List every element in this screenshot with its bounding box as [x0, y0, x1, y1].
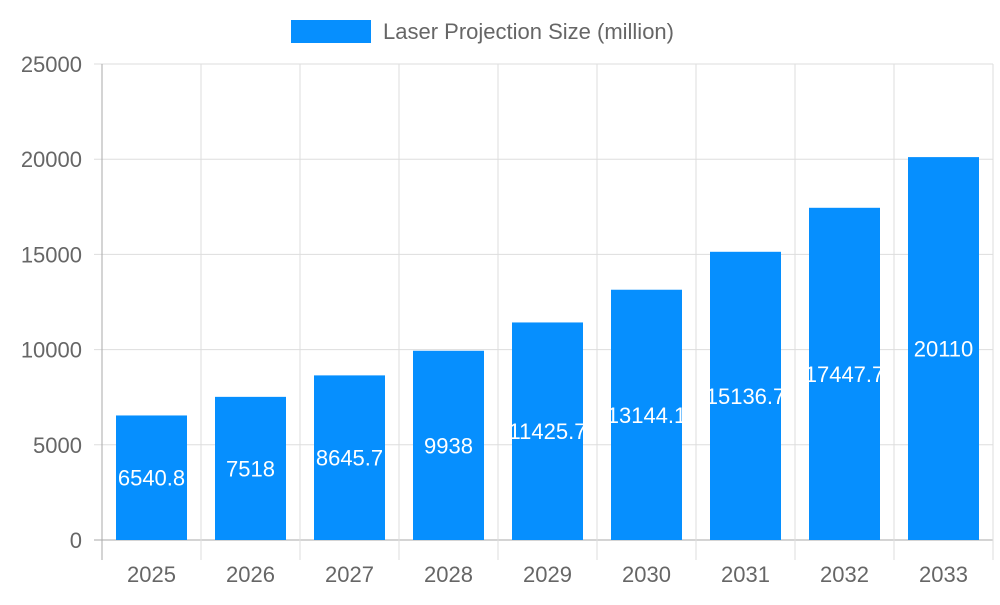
x-tick-label: 2031 — [721, 562, 770, 587]
bar — [809, 207, 880, 541]
x-tick-label: 2028 — [424, 562, 473, 587]
bar-data-label: 13144.1 — [607, 403, 687, 428]
bar-data-label: 6540.8 — [118, 466, 185, 491]
bar-data-label: 17447.7 — [805, 362, 885, 387]
bar — [314, 375, 385, 540]
bar-data-label: 15136.7 — [706, 384, 786, 409]
bar — [413, 350, 484, 540]
x-tick-label: 2030 — [622, 562, 671, 587]
x-tick-label: 2033 — [919, 562, 968, 587]
bar-data-label: 7518 — [226, 456, 275, 481]
x-tick-label: 2032 — [820, 562, 869, 587]
y-tick-label: 20000 — [21, 147, 82, 172]
bar — [710, 251, 781, 540]
bar-data-label: 11425.7 — [509, 419, 587, 444]
bar — [215, 396, 286, 540]
bar — [116, 415, 187, 540]
x-tick-label: 2029 — [523, 562, 572, 587]
bar-data-label: 20110 — [914, 337, 974, 362]
legend-label: Laser Projection Size (million) — [383, 19, 674, 44]
bar — [611, 289, 682, 540]
bar — [512, 322, 583, 540]
y-tick-label: 0 — [70, 528, 82, 553]
y-tick-label: 25000 — [21, 52, 82, 77]
x-tick-label: 2025 — [127, 562, 176, 587]
y-tick-label: 5000 — [33, 433, 82, 458]
bar-data-label: 9938 — [424, 433, 473, 458]
y-tick-label: 15000 — [21, 242, 82, 267]
y-tick-label: 10000 — [21, 338, 82, 363]
x-tick-label: 2027 — [325, 562, 374, 587]
legend-swatch — [291, 20, 371, 43]
x-tick-label: 2026 — [226, 562, 275, 587]
bar-data-label: 8645.7 — [316, 446, 383, 471]
bar — [908, 157, 979, 541]
